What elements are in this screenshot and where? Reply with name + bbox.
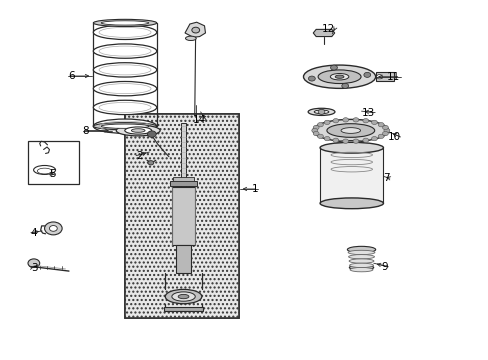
Ellipse shape — [326, 124, 374, 137]
Circle shape — [311, 129, 317, 133]
Ellipse shape — [340, 128, 360, 134]
Circle shape — [330, 65, 337, 70]
Bar — [125, 114, 238, 318]
Ellipse shape — [349, 263, 373, 267]
Ellipse shape — [314, 110, 328, 114]
Text: 6: 6 — [68, 71, 75, 81]
Text: 8: 8 — [82, 126, 89, 135]
Ellipse shape — [335, 140, 365, 146]
Text: 9: 9 — [381, 262, 387, 272]
Text: 1: 1 — [251, 184, 258, 194]
Circle shape — [191, 27, 199, 33]
Bar — [163, 307, 203, 311]
Ellipse shape — [101, 124, 148, 129]
Circle shape — [324, 136, 329, 141]
Ellipse shape — [171, 292, 195, 301]
Bar — [375, 72, 393, 81]
Circle shape — [352, 139, 358, 143]
Ellipse shape — [320, 198, 383, 209]
Circle shape — [352, 118, 358, 122]
Text: 13: 13 — [361, 108, 374, 118]
Circle shape — [317, 134, 323, 139]
Ellipse shape — [93, 100, 157, 114]
Ellipse shape — [101, 21, 148, 25]
Circle shape — [362, 118, 368, 123]
Circle shape — [377, 134, 383, 139]
Circle shape — [332, 138, 338, 143]
Ellipse shape — [165, 289, 202, 304]
Ellipse shape — [37, 168, 52, 174]
Ellipse shape — [93, 63, 157, 77]
Ellipse shape — [307, 108, 334, 116]
Text: 7: 7 — [383, 173, 389, 183]
Circle shape — [376, 75, 382, 79]
Bar — [181, 123, 185, 187]
Circle shape — [308, 76, 315, 81]
Bar — [175, 244, 191, 273]
Ellipse shape — [318, 70, 360, 84]
Circle shape — [148, 161, 154, 165]
Circle shape — [371, 136, 377, 141]
Bar — [172, 177, 194, 181]
Circle shape — [44, 222, 62, 235]
Circle shape — [147, 131, 156, 137]
Circle shape — [371, 120, 377, 125]
Text: 12: 12 — [321, 24, 334, 34]
Ellipse shape — [93, 44, 157, 58]
Circle shape — [377, 122, 383, 127]
Bar — [125, 114, 238, 318]
Text: 14: 14 — [193, 116, 206, 126]
Bar — [320, 148, 383, 203]
Circle shape — [28, 259, 40, 267]
Ellipse shape — [131, 129, 145, 132]
Ellipse shape — [93, 81, 157, 96]
Text: 2: 2 — [136, 150, 142, 161]
Ellipse shape — [320, 142, 383, 153]
Bar — [171, 187, 195, 244]
Bar — [27, 141, 79, 184]
Circle shape — [382, 131, 387, 136]
Ellipse shape — [93, 19, 157, 27]
Ellipse shape — [93, 123, 157, 130]
Circle shape — [317, 122, 323, 127]
Ellipse shape — [348, 255, 374, 259]
Ellipse shape — [178, 294, 188, 299]
Circle shape — [332, 118, 338, 123]
Circle shape — [318, 109, 325, 114]
Text: 11: 11 — [386, 72, 400, 82]
Circle shape — [341, 84, 348, 88]
Text: 4: 4 — [31, 228, 38, 238]
Ellipse shape — [93, 25, 157, 40]
Ellipse shape — [303, 65, 375, 88]
Circle shape — [49, 226, 57, 231]
Text: 5: 5 — [49, 169, 56, 179]
Ellipse shape — [348, 265, 373, 270]
Text: 3: 3 — [31, 262, 38, 273]
Text: 10: 10 — [386, 132, 400, 142]
Circle shape — [362, 138, 368, 143]
Ellipse shape — [185, 36, 196, 41]
Ellipse shape — [312, 120, 388, 141]
Ellipse shape — [93, 119, 157, 134]
Ellipse shape — [334, 75, 343, 78]
Ellipse shape — [347, 250, 374, 255]
Circle shape — [382, 125, 387, 130]
Circle shape — [313, 131, 319, 136]
Circle shape — [342, 139, 348, 143]
Ellipse shape — [330, 73, 348, 80]
Ellipse shape — [348, 259, 373, 263]
Bar — [169, 181, 197, 186]
Ellipse shape — [116, 125, 160, 136]
Circle shape — [313, 125, 319, 130]
Circle shape — [342, 118, 348, 122]
Circle shape — [363, 72, 370, 77]
Circle shape — [383, 129, 389, 133]
Polygon shape — [313, 30, 334, 37]
Circle shape — [324, 120, 329, 125]
Polygon shape — [184, 22, 205, 37]
Ellipse shape — [124, 127, 151, 134]
Ellipse shape — [346, 246, 375, 253]
Ellipse shape — [349, 267, 372, 272]
